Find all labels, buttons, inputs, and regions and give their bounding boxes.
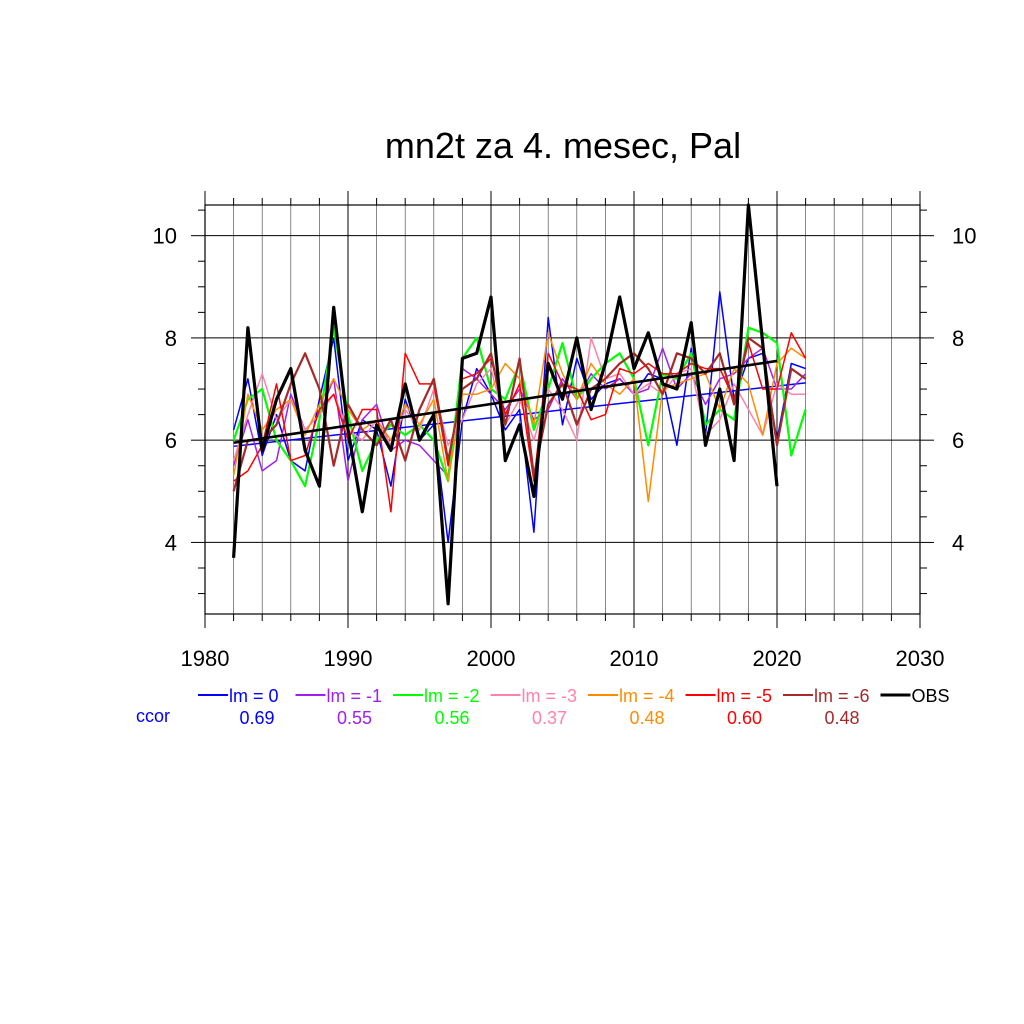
legend-label: lm = -2 xyxy=(424,686,480,706)
ccor-value: 0.48 xyxy=(629,708,664,728)
y-tick-label-left: 8 xyxy=(165,326,177,351)
series-line-7 xyxy=(232,203,779,606)
plot-frame xyxy=(204,204,921,615)
y-tick-label-left: 4 xyxy=(165,530,177,555)
ccor-value: 0.48 xyxy=(824,708,859,728)
legend-label: lm = -6 xyxy=(814,686,870,706)
legend-label: lm = -5 xyxy=(717,686,773,706)
x-tick-label: 2000 xyxy=(467,646,516,671)
series-layer xyxy=(232,203,807,606)
x-tick-label: 2020 xyxy=(753,646,802,671)
ccor-value: 0.60 xyxy=(727,708,762,728)
y-tick-label-right: 8 xyxy=(952,326,964,351)
ccor-value: 0.55 xyxy=(337,708,372,728)
ccor-label: ccor xyxy=(136,706,170,726)
x-tick-label: 2010 xyxy=(610,646,659,671)
grid xyxy=(205,205,920,614)
y-tick-label-right: 10 xyxy=(952,224,976,249)
y-tick-label-right: 4 xyxy=(952,530,964,555)
y-tick-label-left: 6 xyxy=(165,428,177,453)
ccor-value: 0.37 xyxy=(532,708,567,728)
axes: 1980 1990 2000 2010 2020 2030 4 4 6 6 8 8 10 10 xyxy=(153,191,976,671)
y-tick-label-right: 6 xyxy=(952,428,964,453)
series-line-6 xyxy=(232,336,807,492)
x-tick-label: 2030 xyxy=(896,646,945,671)
x-tick-label: 1990 xyxy=(324,646,373,671)
trend-line-7 xyxy=(233,359,778,445)
ccor-value: 0.56 xyxy=(434,708,469,728)
legend-label: lm = 0 xyxy=(229,686,279,706)
legend-label: lm = -1 xyxy=(327,686,383,706)
x-tick-label: 1980 xyxy=(181,646,230,671)
legend-label: lm = -3 xyxy=(522,686,578,706)
legend-label: lm = -4 xyxy=(619,686,675,706)
legend-label: OBS xyxy=(912,686,950,706)
chart-title: mn2t za 4. mesec, Pal xyxy=(385,125,741,166)
y-tick-label-left: 10 xyxy=(153,224,177,249)
ccor-value: 0.69 xyxy=(239,708,274,728)
series-line-4 xyxy=(232,332,807,503)
